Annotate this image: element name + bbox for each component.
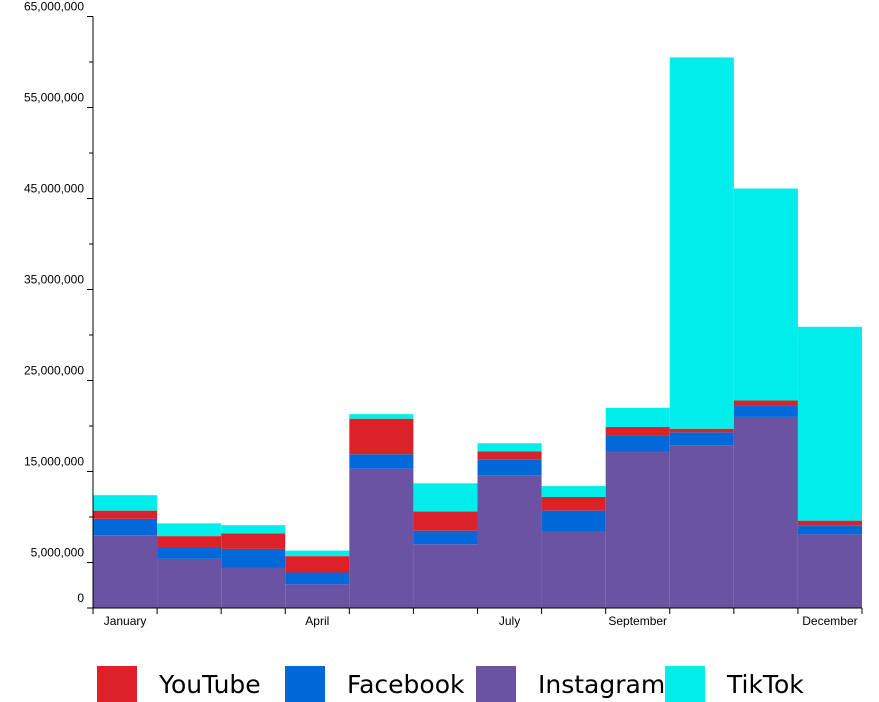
bar-tiktok-september [605, 407, 670, 427]
bar-tiktok-march [221, 525, 286, 534]
bar-instagram-october [669, 445, 734, 608]
y-tick-label: 45,000,000 [24, 182, 84, 196]
bar-youtube-august [541, 496, 606, 511]
legend-label-youtube: YouTube [159, 669, 261, 699]
x-tick-label: July [499, 614, 520, 628]
bars-layer [93, 57, 862, 608]
bar-youtube-october [669, 428, 734, 433]
bar-tiktok-december [797, 326, 862, 521]
bar-instagram-september [605, 451, 670, 608]
y-tick-label: 5,000,000 [31, 546, 85, 560]
bar-youtube-december [797, 520, 862, 526]
bar-facebook-june [413, 530, 478, 545]
bar-tiktok-may [349, 414, 414, 419]
bar-instagram-april [285, 584, 350, 608]
legend-swatch-instagram [476, 666, 516, 702]
legend-swatch-tiktok [665, 666, 705, 702]
bar-instagram-august [541, 531, 606, 608]
legend-item-facebook: Facebook [285, 666, 464, 702]
bar-youtube-september [605, 426, 670, 436]
x-tick-label: January [104, 614, 147, 628]
bar-tiktok-july [477, 443, 542, 452]
bar-tiktok-january [93, 495, 158, 511]
legend-swatch-facebook [285, 666, 325, 702]
bar-youtube-march [221, 533, 286, 549]
legend-item-youtube: YouTube [97, 666, 261, 702]
x-tick-label: September [608, 614, 667, 628]
bar-youtube-february [157, 536, 222, 548]
legend-label-facebook: Facebook [347, 669, 465, 699]
bar-facebook-may [349, 454, 414, 469]
bar-instagram-december [797, 534, 862, 608]
bar-facebook-august [541, 510, 606, 532]
bar-facebook-november [733, 405, 798, 417]
bar-facebook-july [477, 459, 542, 476]
legend-swatch-youtube [97, 666, 137, 702]
bar-instagram-january [93, 535, 158, 608]
stacked-bar-chart: 0 5,000,000 15,000,000 25,000,000 35,000,000… [24, 0, 863, 628]
bar-facebook-january [93, 518, 158, 536]
bar-tiktok-june [413, 483, 478, 512]
bar-youtube-may [349, 418, 414, 455]
legend-item-instagram: Instagram [476, 666, 665, 702]
bar-youtube-june [413, 511, 478, 531]
y-tick-label: 0 [77, 591, 84, 605]
bar-facebook-april [285, 572, 350, 585]
x-tick-label: April [305, 614, 329, 628]
bar-instagram-may [349, 468, 414, 608]
legend-item-tiktok: TikTok [665, 666, 804, 702]
bar-facebook-december [797, 525, 862, 535]
bar-tiktok-april [285, 550, 350, 557]
bar-facebook-september [605, 435, 670, 452]
bar-instagram-february [157, 558, 222, 608]
bar-youtube-november [733, 400, 798, 406]
x-axis: January April July September December [92, 607, 863, 628]
bar-tiktok-october [669, 57, 734, 429]
bar-youtube-january [93, 510, 158, 519]
legend: YouTube Facebook Instagram TikTok [0, 660, 879, 702]
bar-facebook-february [157, 547, 222, 559]
bar-tiktok-august [541, 486, 606, 497]
x-tick-label: December [802, 614, 857, 628]
y-tick-label: 25,000,000 [24, 364, 84, 378]
legend-label-tiktok: TikTok [727, 669, 804, 699]
y-axis: 0 5,000,000 15,000,000 25,000,000 35,000,000… [24, 0, 94, 609]
bar-youtube-april [285, 556, 350, 573]
bar-tiktok-february [157, 523, 222, 537]
bar-instagram-november [733, 416, 798, 608]
y-tick-label: 35,000,000 [24, 273, 84, 287]
y-tick-label: 15,000,000 [24, 455, 84, 469]
bar-facebook-march [221, 548, 286, 568]
bar-youtube-july [477, 451, 542, 460]
y-tick-label: 65,000,000 [24, 0, 84, 14]
bar-instagram-june [413, 544, 478, 608]
bar-instagram-march [221, 567, 286, 608]
legend-label-instagram: Instagram [538, 669, 666, 699]
bar-facebook-october [669, 432, 734, 446]
bar-instagram-july [477, 475, 542, 608]
bar-tiktok-november [733, 188, 798, 401]
y-tick-label: 55,000,000 [24, 91, 84, 105]
